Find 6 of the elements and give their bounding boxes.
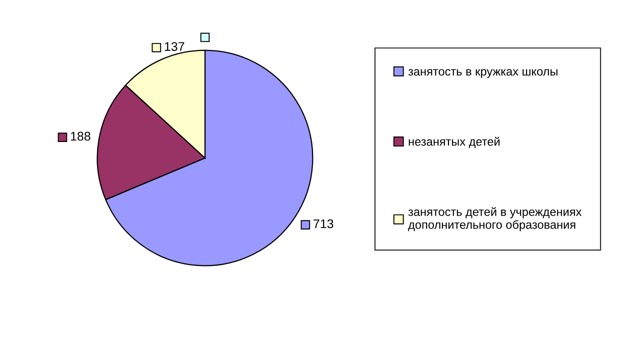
legend-label: занятость в кружках школы [408, 69, 558, 78]
legend-label: незанятых детей [408, 136, 500, 148]
data-label: 713 [314, 219, 334, 228]
legend-label: занятость детей в учреждениях дополнительного образования [408, 207, 582, 232]
data-label: 137 [164, 42, 184, 51]
data-label: 188 [70, 132, 90, 141]
